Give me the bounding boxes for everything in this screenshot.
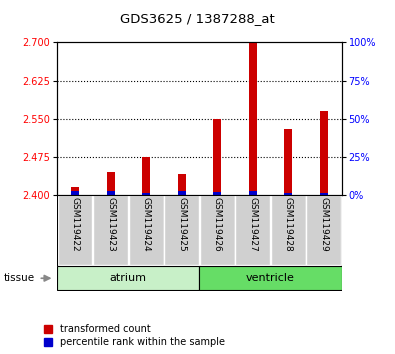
Bar bbox=[71, 191, 79, 195]
Bar bbox=[58, 195, 92, 265]
Bar bbox=[271, 195, 306, 265]
Bar bbox=[71, 187, 79, 195]
Text: GSM119425: GSM119425 bbox=[177, 197, 186, 252]
Bar bbox=[235, 195, 270, 265]
Text: atrium: atrium bbox=[110, 273, 147, 283]
Bar bbox=[249, 42, 257, 195]
Bar bbox=[142, 193, 150, 195]
Text: ventricle: ventricle bbox=[246, 273, 295, 283]
Legend: transformed count, percentile rank within the sample: transformed count, percentile rank withi… bbox=[44, 325, 225, 347]
Bar bbox=[307, 195, 341, 265]
Bar bbox=[129, 195, 164, 265]
Text: GSM119429: GSM119429 bbox=[320, 197, 328, 252]
Text: GSM119423: GSM119423 bbox=[106, 197, 115, 252]
Bar bbox=[164, 195, 199, 265]
Bar bbox=[320, 111, 328, 195]
Bar bbox=[107, 191, 115, 195]
Text: GSM119422: GSM119422 bbox=[71, 197, 79, 251]
Bar bbox=[57, 266, 199, 291]
Bar bbox=[249, 191, 257, 195]
Bar bbox=[200, 195, 235, 265]
Text: GSM119426: GSM119426 bbox=[213, 197, 222, 252]
Text: GSM119428: GSM119428 bbox=[284, 197, 293, 252]
Bar bbox=[320, 193, 328, 195]
Bar bbox=[213, 192, 221, 195]
Bar bbox=[93, 195, 128, 265]
Text: GDS3625 / 1387288_at: GDS3625 / 1387288_at bbox=[120, 12, 275, 25]
Bar bbox=[142, 156, 150, 195]
Bar bbox=[178, 175, 186, 195]
Bar bbox=[213, 119, 221, 195]
Bar bbox=[107, 172, 115, 195]
Text: GSM119424: GSM119424 bbox=[142, 197, 150, 251]
Text: GSM119427: GSM119427 bbox=[248, 197, 257, 252]
Bar bbox=[199, 266, 342, 291]
Bar bbox=[178, 191, 186, 195]
Bar bbox=[284, 129, 292, 195]
Bar bbox=[284, 193, 292, 195]
Text: tissue: tissue bbox=[4, 273, 35, 283]
